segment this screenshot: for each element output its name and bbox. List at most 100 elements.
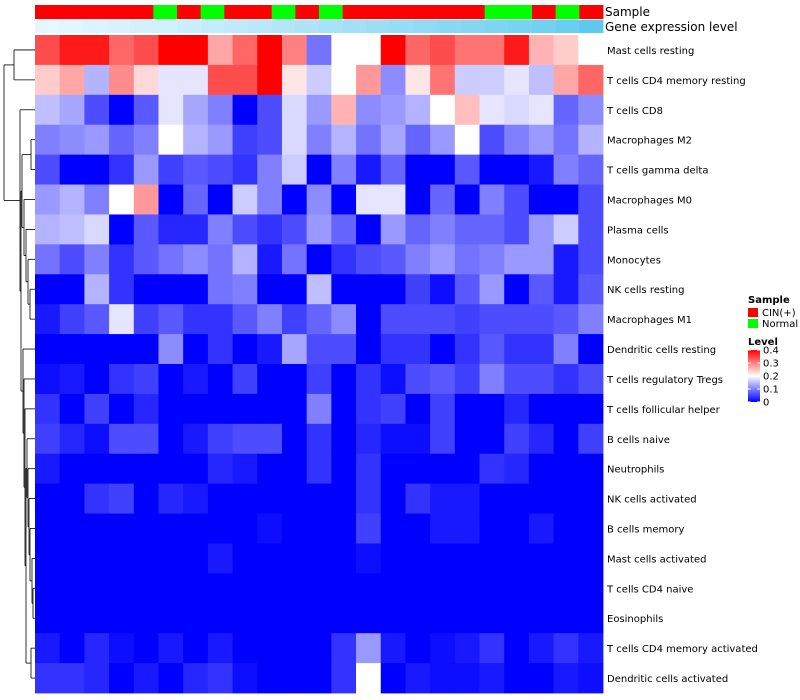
heatmap-cell (207, 603, 233, 634)
heatmap-cell (35, 304, 61, 335)
heatmap-cell (430, 364, 456, 395)
heatmap-cell (232, 184, 258, 215)
heatmap-cell (35, 184, 61, 215)
heatmap-cell (356, 513, 382, 544)
heatmap-cell (183, 633, 209, 664)
heatmap-cell (158, 94, 184, 126)
heatmap-cell (59, 214, 85, 245)
sample-annot-cell (295, 5, 320, 19)
heatmap-cell (306, 35, 332, 66)
row-label: Dendritic cells resting (607, 345, 716, 356)
heatmap-cell (380, 244, 406, 275)
heatmap-cell (109, 35, 135, 66)
heatmap-cell (133, 393, 159, 425)
heatmap-cell (232, 334, 258, 365)
heatmap-cell (59, 334, 85, 365)
heatmap-cell (405, 304, 431, 335)
heatmap-cell (207, 423, 233, 455)
heatmap-cell (528, 603, 555, 634)
heatmap-cell (306, 543, 332, 574)
heatmap-cell (380, 94, 406, 126)
heatmap-cell (183, 244, 209, 275)
heatmap-cell (553, 543, 579, 574)
heatmap-cell (405, 214, 431, 245)
heatmap-cell (528, 244, 555, 275)
heatmap-cell (84, 214, 110, 245)
heatmap-cell (504, 334, 530, 365)
heatmap-cell (356, 663, 382, 694)
heatmap-cell (133, 64, 159, 96)
heatmap-cell (109, 304, 135, 335)
heatmap-cell (84, 393, 110, 425)
heatmap-cell (578, 513, 604, 544)
heatmap-cell (281, 124, 308, 156)
heatmap-cell (232, 393, 258, 425)
heatmap-cell (158, 304, 184, 335)
legend-swatch-cin (748, 308, 758, 317)
heatmap-cell (84, 423, 110, 455)
heatmap-cell (405, 423, 431, 455)
sample-annot-cell (271, 5, 296, 19)
heatmap-cell (207, 453, 233, 485)
heatmap-cell (331, 663, 357, 694)
heatmap-cell (257, 244, 283, 275)
heatmap-cell (306, 154, 332, 185)
heatmap-cell (405, 94, 431, 126)
heatmap-cell (84, 334, 110, 365)
heatmap-cell (528, 35, 555, 66)
gene-expression-cell (129, 20, 154, 33)
gene-expression-cell (106, 20, 131, 33)
heatmap-cell (232, 214, 258, 245)
gene-expression-cell (366, 20, 391, 33)
heatmap-cell (306, 573, 332, 604)
heatmap-cell (504, 364, 530, 395)
heatmap-cell (380, 393, 406, 425)
heatmap-cell (158, 483, 184, 514)
heatmap-cell (405, 573, 431, 604)
heatmap-cell (578, 35, 604, 66)
heatmap-cell (578, 603, 604, 634)
heatmap-cell (331, 364, 357, 395)
heatmap-cell (257, 543, 283, 574)
heatmap-cell (356, 184, 382, 215)
row-label: Mast cells activated (607, 554, 706, 565)
heatmap-cell (59, 244, 85, 275)
heatmap-cell (158, 663, 184, 694)
heatmap-cell (207, 274, 233, 305)
heatmap-cell (504, 453, 530, 485)
heatmap-cell (528, 543, 555, 574)
heatmap-cell (35, 124, 61, 156)
heatmap-cell (553, 124, 579, 156)
gene-expression-cell (579, 20, 604, 33)
heatmap-cell (35, 35, 61, 66)
heatmap-cell (479, 304, 505, 335)
heatmap-cell (356, 483, 382, 514)
heatmap-cell (133, 663, 159, 694)
heatmap-cell (504, 513, 530, 544)
sample-annot-cell (58, 5, 83, 19)
heatmap-cell (528, 214, 555, 245)
heatmap-cell (553, 154, 579, 185)
heatmap-cell (578, 244, 604, 275)
heatmap-cell (59, 543, 85, 574)
heatmap-cell (183, 94, 209, 126)
gene-expression-cell (319, 20, 344, 33)
heatmap-cell (35, 274, 61, 305)
heatmap-cell (430, 423, 456, 455)
heatmap-cell (430, 184, 456, 215)
heatmap-cell (183, 393, 209, 425)
row-label: Macrophages M2 (607, 136, 692, 147)
heatmap-cell (232, 483, 258, 514)
heatmap-cell (504, 184, 530, 215)
heatmap-cell (331, 64, 357, 96)
heatmap-cell (158, 543, 184, 574)
heatmap-cell (528, 423, 555, 455)
heatmap-cell (528, 274, 555, 305)
heatmap-cell (35, 573, 61, 604)
heatmap-cell (281, 423, 308, 455)
heatmap-cell (356, 543, 382, 574)
heatmap-cell (454, 423, 480, 455)
sample-annot-cell (413, 5, 438, 19)
heatmap-cell (183, 483, 209, 514)
heatmap-cell (59, 64, 85, 96)
